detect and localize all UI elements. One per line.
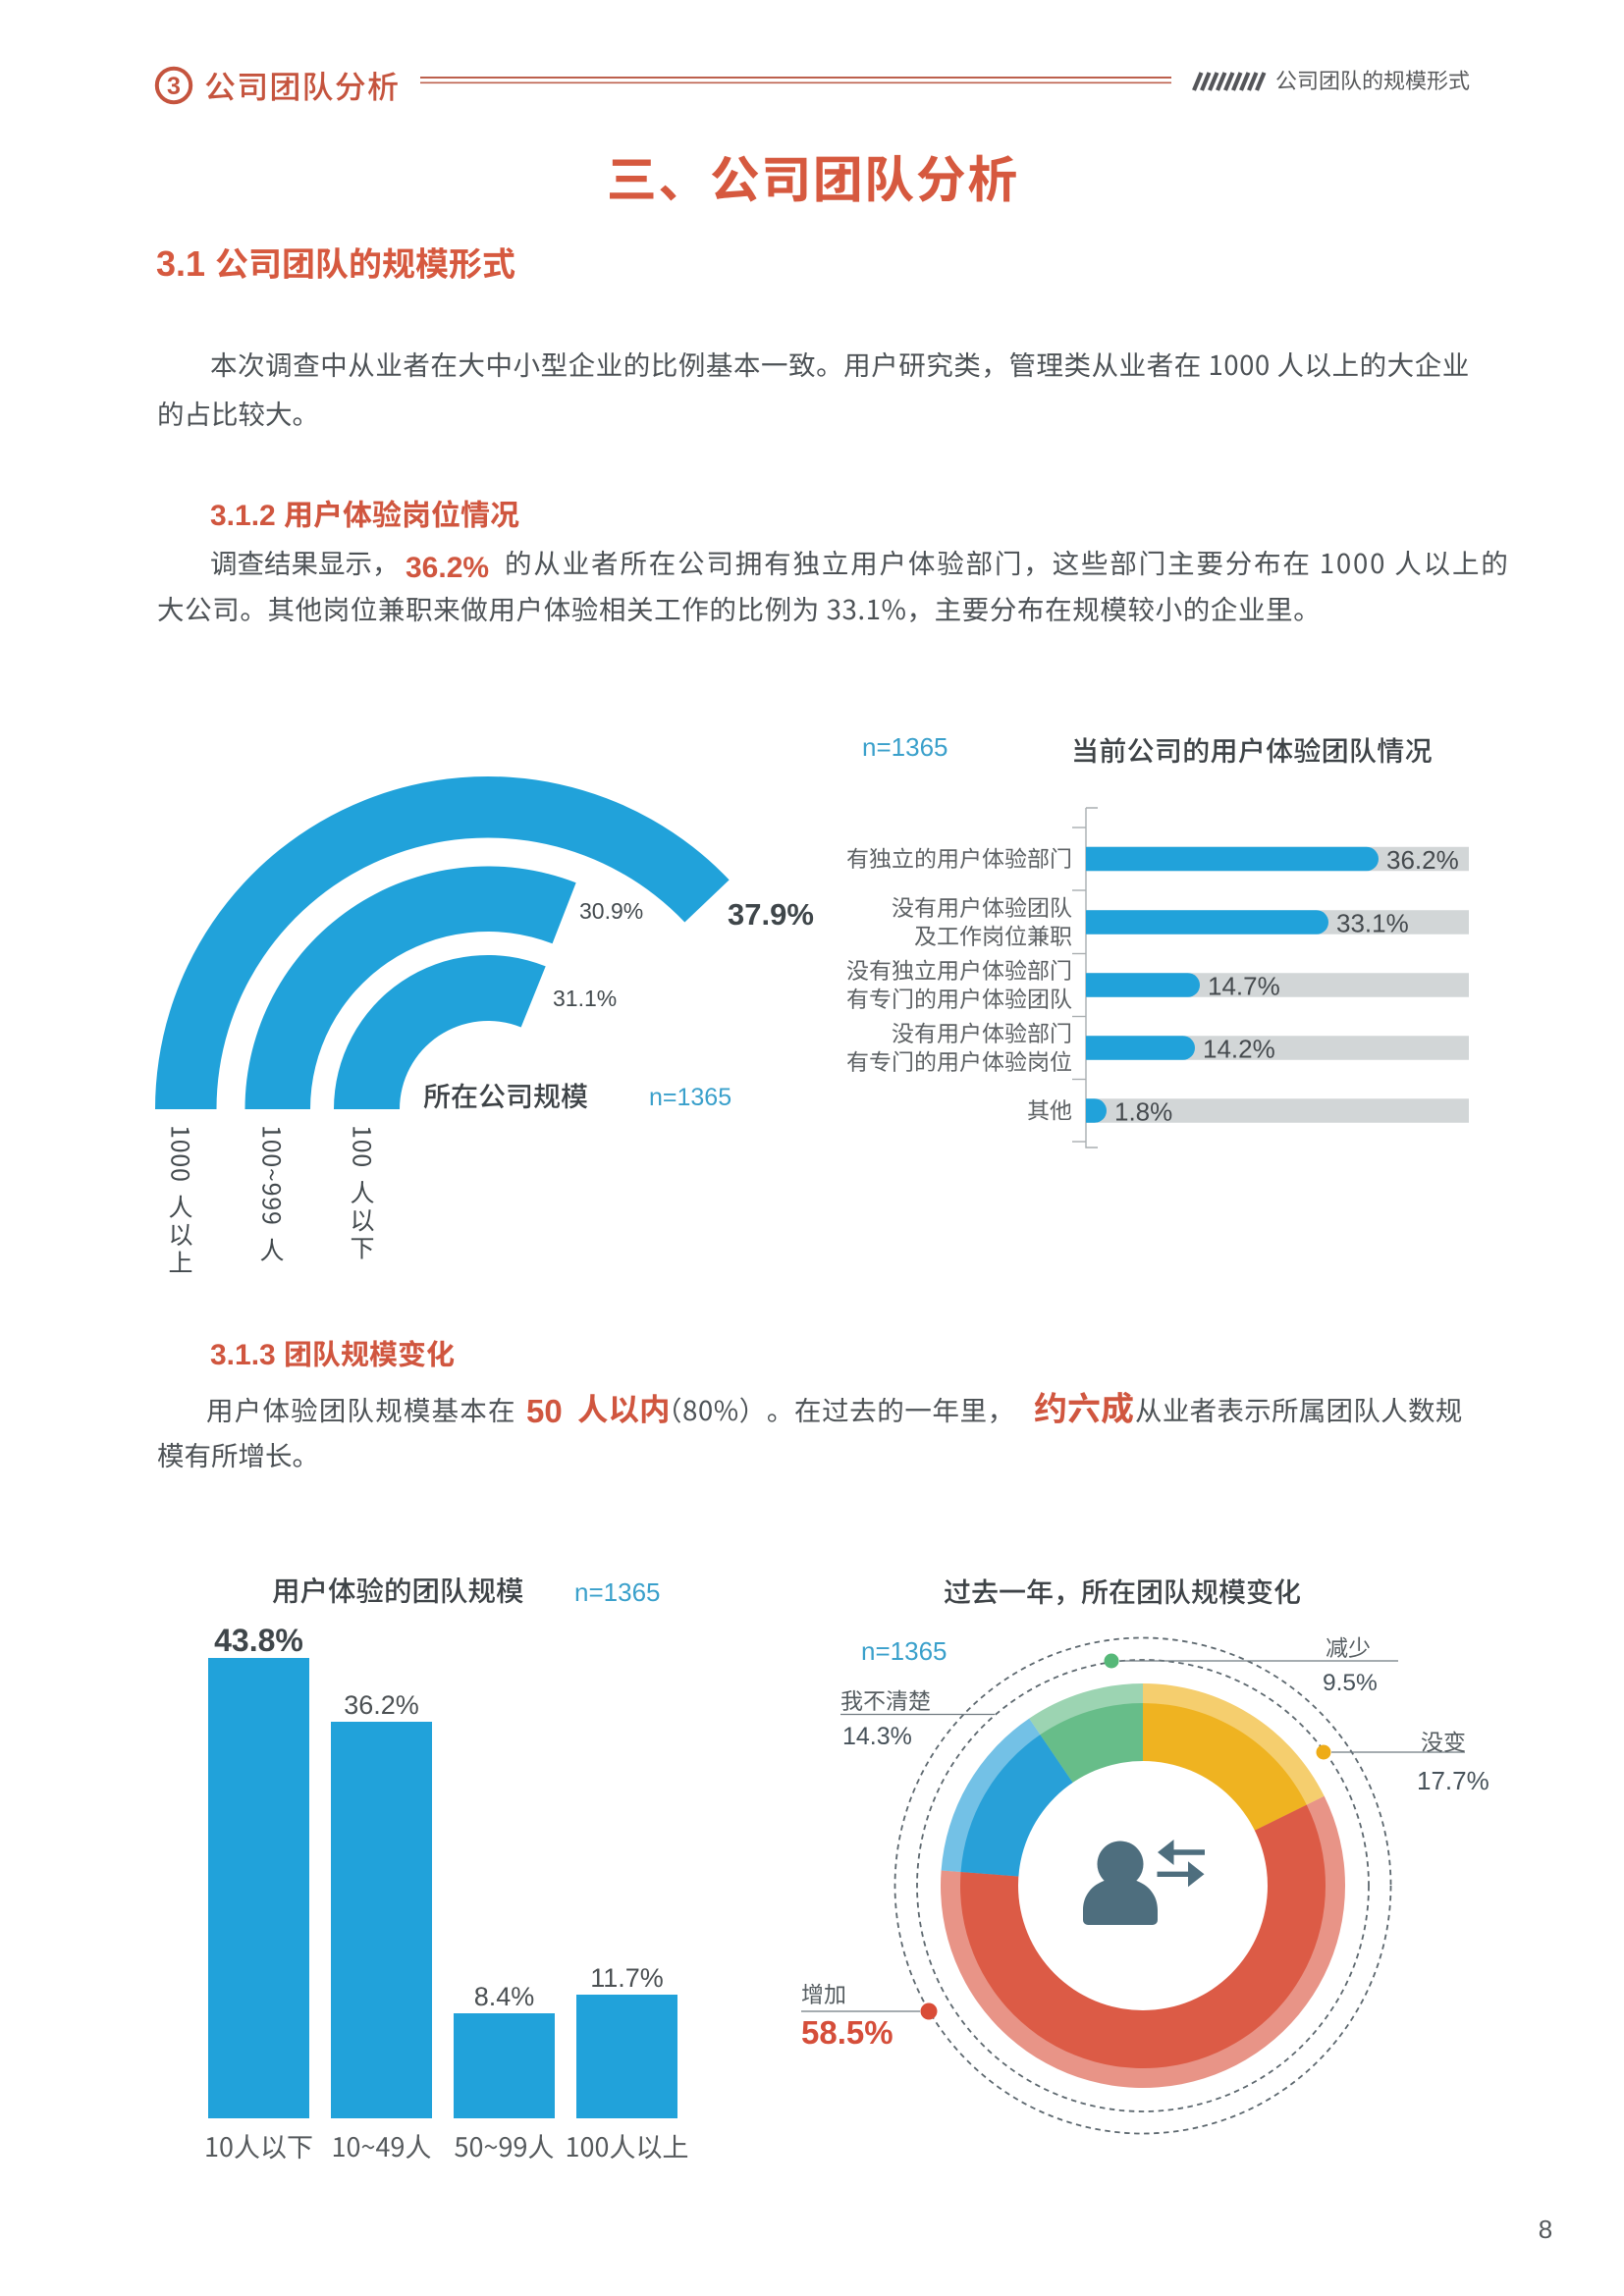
svg-text:37.9%: 37.9%	[728, 897, 814, 932]
svg-text:3: 3	[167, 73, 181, 100]
svg-text:3.1.3: 3.1.3	[210, 1339, 276, 1371]
svg-text:1.8%: 1.8%	[1114, 1097, 1172, 1127]
svg-text:8.4%: 8.4%	[474, 1982, 535, 2011]
svg-text:31.1%: 31.1%	[553, 986, 617, 1011]
svg-text:n=1365: n=1365	[574, 1577, 660, 1607]
svg-text:3.1: 3.1	[156, 243, 205, 284]
svg-text:36.2%: 36.2%	[344, 1690, 419, 1720]
svg-text:3.1.2: 3.1.2	[210, 500, 276, 532]
svg-text:n=1365: n=1365	[861, 1636, 947, 1666]
svg-text:17.7%: 17.7%	[1417, 1766, 1489, 1795]
svg-text:30.9%: 30.9%	[579, 898, 643, 924]
svg-text:14.3%: 14.3%	[842, 1723, 912, 1750]
svg-text:9.5%: 9.5%	[1323, 1670, 1378, 1696]
svg-text:36.2%: 36.2%	[406, 552, 489, 584]
svg-text:36.2%: 36.2%	[1386, 845, 1459, 875]
svg-text:11.7%: 11.7%	[590, 1963, 664, 1993]
svg-text:14.2%: 14.2%	[1203, 1035, 1275, 1064]
svg-text:33.1%: 33.1%	[1336, 909, 1409, 938]
svg-text:50: 50	[526, 1393, 563, 1429]
svg-text:14.7%: 14.7%	[1208, 972, 1280, 1001]
svg-text:8: 8	[1539, 2215, 1552, 2244]
svg-text:n=1365: n=1365	[862, 732, 947, 762]
svg-text:43.8%: 43.8%	[214, 1623, 303, 1658]
svg-text:n=1365: n=1365	[649, 1084, 731, 1111]
svg-text:58.5%: 58.5%	[801, 2014, 893, 2051]
